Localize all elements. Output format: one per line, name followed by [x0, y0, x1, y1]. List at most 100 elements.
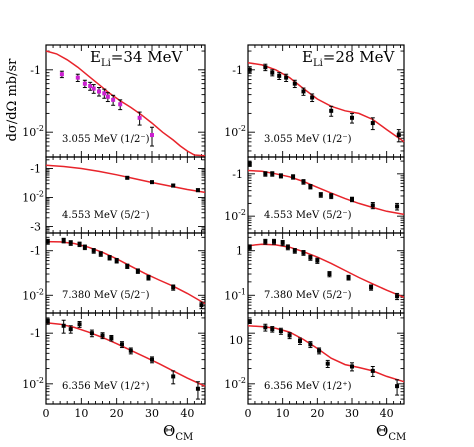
panel-state-label: 7.380 MeV (5/2⁻): [264, 290, 352, 301]
x-tick-label: 10: [276, 407, 290, 420]
data-point: [263, 325, 268, 330]
data-point: [270, 327, 275, 332]
data-point: [292, 81, 297, 86]
data-point: [59, 72, 64, 77]
panel-1-2: 1 10-1 10 7.380 MeV (5/2⁻): [224, 232, 405, 347]
data-point: [150, 133, 154, 138]
x-tick-label: 40: [380, 407, 394, 420]
data-point: [98, 251, 103, 256]
x-tick-label: 0: [43, 407, 50, 420]
y-tick-label: 10-2: [22, 190, 44, 205]
data-point: [77, 322, 82, 327]
y-tick-label: -3: [30, 221, 41, 234]
data-point: [270, 70, 275, 75]
panel-state-label: 3.055 MeV (1/2⁻): [62, 134, 150, 145]
x-tick-label: 30: [145, 407, 159, 420]
data-point: [75, 75, 80, 80]
data-point: [301, 250, 306, 255]
data-point: [395, 204, 400, 209]
data-point: [310, 95, 315, 100]
data-point: [88, 84, 93, 89]
data-point: [318, 192, 323, 197]
x-tick-label: 40: [180, 407, 194, 420]
y-tick-label: 10-2: [22, 287, 44, 302]
panel-1-1: -1 10-2 4.553 MeV (5/2⁻): [224, 156, 405, 234]
data-point: [329, 108, 334, 113]
data-point: [247, 319, 252, 324]
data-point: [350, 115, 354, 120]
data-point: [308, 184, 313, 189]
data-point: [370, 368, 375, 373]
panel-state-label: 3.055 MeV (1/2⁻): [264, 134, 352, 145]
panel-state-label: 6.356 MeV (1/2⁺): [62, 381, 150, 392]
panel-state-label: 7.380 MeV (5/2⁻): [62, 290, 150, 301]
data-point: [263, 239, 268, 244]
y-tick-label: -1: [30, 245, 41, 258]
panel-frame: [247, 312, 405, 405]
panel-frame: [45, 156, 206, 234]
model-curve: [45, 322, 206, 387]
data-point: [301, 89, 306, 94]
data-point: [270, 171, 275, 176]
panel-0-2: -1 10-2 7.380 MeV (5/2⁻): [22, 232, 206, 314]
data-point: [396, 133, 401, 138]
model-curve: [247, 169, 405, 216]
data-point: [137, 115, 142, 120]
data-point: [285, 245, 290, 250]
x-axis-label-left: ΘCM: [163, 422, 193, 443]
y-tick-label: 10-2: [224, 208, 246, 223]
x-tick-label: 20: [110, 407, 124, 420]
y-tick-label: 10-2: [22, 376, 44, 391]
data-point: [100, 333, 105, 338]
data-point: [135, 269, 140, 274]
data-point: [308, 255, 313, 260]
data-point: [284, 75, 289, 80]
data-point: [146, 275, 151, 280]
data-point: [308, 342, 313, 347]
data-point: [346, 275, 351, 280]
model-curve: [247, 61, 405, 143]
data-point: [263, 65, 268, 70]
data-point: [171, 285, 176, 290]
y-tick-label: 10-1: [224, 287, 246, 302]
data-point: [119, 342, 124, 347]
x-axis-label-right: ΘCM: [376, 422, 406, 443]
data-point: [370, 203, 375, 208]
y-tick-label: 10: [229, 334, 243, 347]
x-tick-label: 20: [310, 407, 324, 420]
data-point: [45, 319, 50, 324]
data-point: [125, 264, 130, 269]
y-tick-label: -1: [30, 163, 41, 176]
data-point: [395, 384, 400, 389]
data-point: [369, 285, 374, 290]
data-point: [61, 323, 66, 328]
x-tick-label: 30: [345, 407, 359, 420]
data-point: [82, 245, 87, 250]
data-point: [301, 179, 306, 184]
data-point: [77, 242, 82, 247]
panel-state-label: 4.553 MeV (5/2⁻): [62, 210, 150, 221]
data-point: [272, 239, 276, 244]
data-point: [350, 197, 354, 202]
panel-1-0: -1 10-2 3.055 MeV (1/2⁻): [224, 44, 405, 158]
y-tick-label: 10-2: [224, 124, 246, 139]
data-point: [277, 73, 282, 78]
data-point: [291, 174, 296, 179]
data-point: [350, 364, 354, 369]
data-point: [91, 248, 96, 253]
y-tick-label: -1: [30, 327, 41, 340]
column-title-left: ELi=34 MeV: [90, 48, 183, 69]
panel-state-label: 4.553 MeV (5/2⁻): [264, 210, 352, 221]
data-point: [298, 339, 302, 344]
data-point: [329, 193, 334, 198]
panel-1-3: 10-2 0 10 20 30 40 6.356 MeV (1/2⁺): [224, 312, 405, 420]
x-tick-label: 10: [74, 407, 88, 420]
panel-state-label: 6.356 MeV (1/2⁺): [264, 381, 352, 392]
data-point: [287, 333, 292, 338]
data-point: [327, 272, 332, 277]
x-tick-label: 0: [245, 407, 252, 420]
data-point: [171, 374, 176, 379]
panel-frame: [45, 312, 206, 405]
panel-frame: [247, 156, 405, 234]
